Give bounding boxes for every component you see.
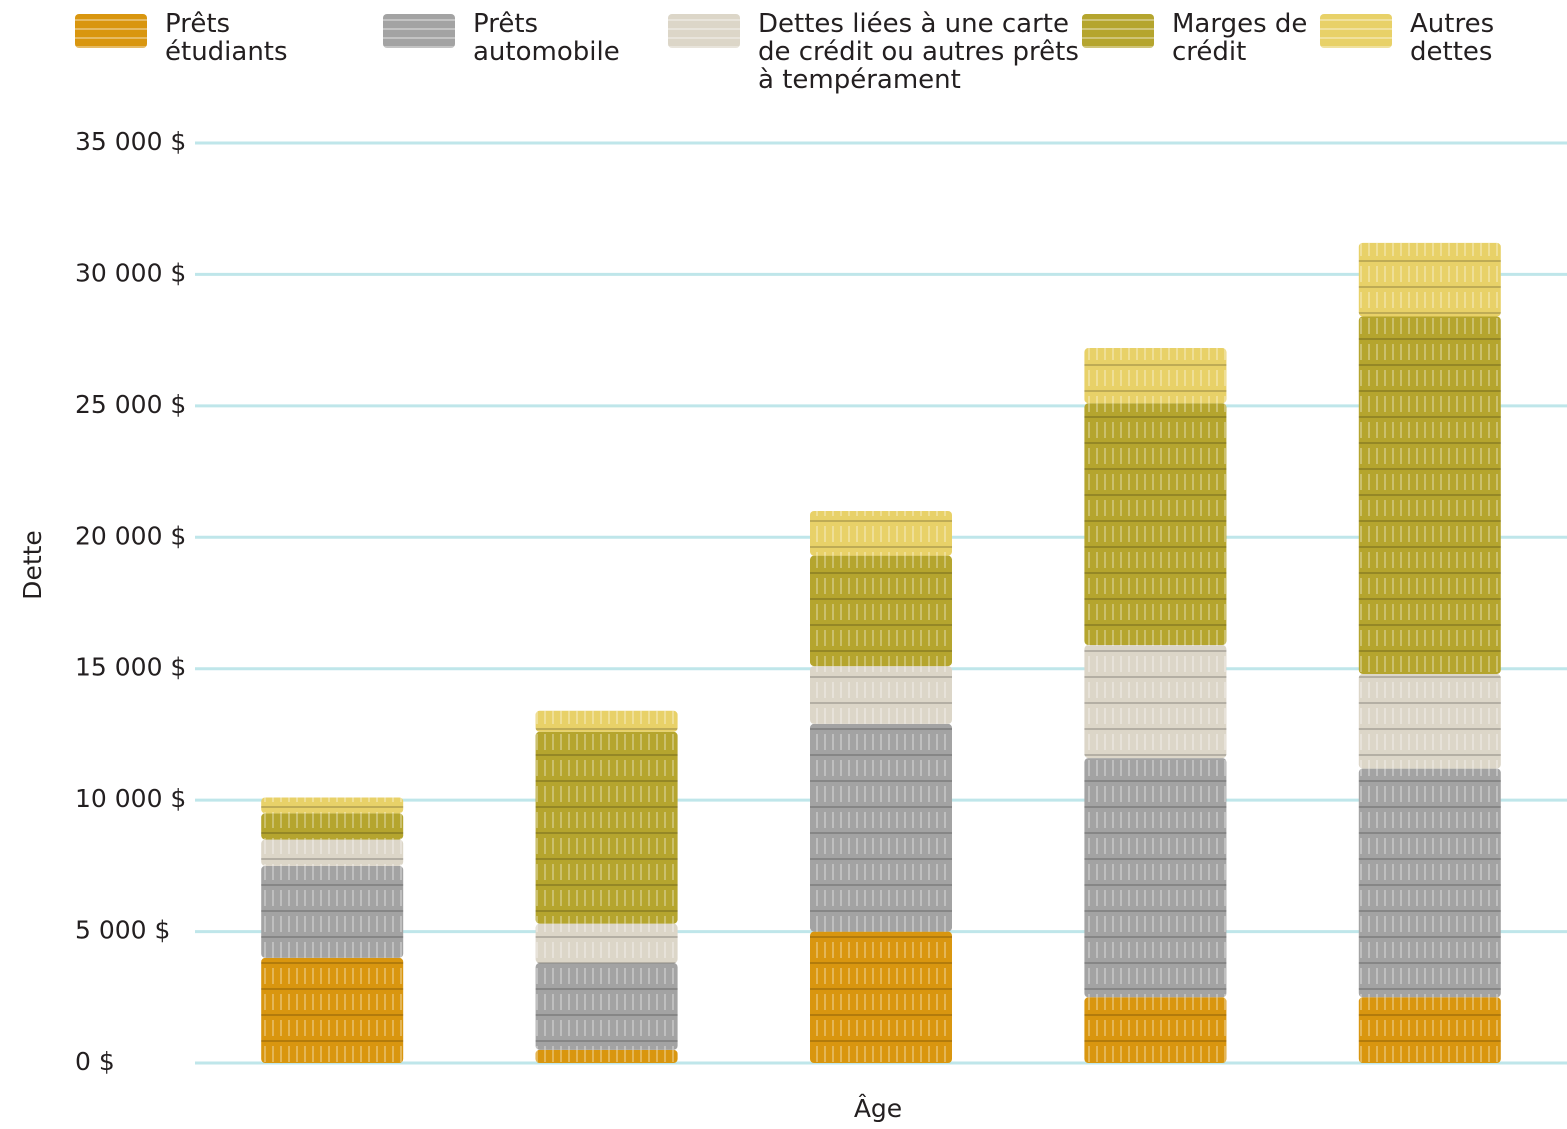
coin-texture (535, 963, 678, 1050)
y-axis-title: Dette (18, 530, 47, 600)
y-tick-label: 5 000 $ (75, 916, 170, 945)
coin-texture (810, 931, 952, 1063)
coin-texture (1084, 403, 1227, 646)
coin-texture (1358, 768, 1501, 998)
legend-item: Marges de crédit (1082, 10, 1312, 66)
legend-swatch (1082, 14, 1154, 48)
y-tick-label: 25 000 $ (75, 390, 186, 419)
coin-texture (1358, 242, 1501, 317)
coin-texture (1084, 758, 1227, 998)
y-tick-label: 10 000 $ (75, 784, 186, 813)
coin-texture (1358, 673, 1501, 769)
legend-swatch (668, 14, 740, 48)
legend-label: Dettes liées à une carte de crédit ou au… (758, 9, 1079, 95)
coin-texture (535, 731, 678, 924)
legend-item: Autres dettes (1320, 10, 1540, 66)
legend-item: Dettes liées à une carte de crédit ou au… (668, 10, 1098, 94)
coin-texture (535, 1049, 678, 1063)
x-axis-title: Âge (854, 1094, 902, 1123)
coin-texture (261, 865, 404, 958)
y-tick-label: 35 000 $ (75, 127, 186, 156)
coin-texture (810, 723, 952, 932)
coin-texture (810, 555, 952, 667)
coin-texture (1084, 348, 1227, 404)
y-tick-label: 0 $ (75, 1047, 115, 1076)
coin-texture (810, 666, 952, 724)
coin-texture (261, 839, 404, 866)
legend-label: Prêts étudiants (165, 9, 288, 67)
coin-texture (535, 710, 678, 732)
coin-texture (1358, 997, 1501, 1063)
coin-texture (1084, 645, 1227, 759)
y-tick-label: 30 000 $ (75, 258, 186, 287)
legend-item: Prêts étudiants (75, 10, 315, 66)
legend-swatch (75, 14, 147, 48)
coin-texture (1358, 316, 1501, 674)
y-tick-label: 15 000 $ (75, 653, 186, 682)
legend-swatch (383, 14, 455, 48)
y-tick-label: 20 000 $ (75, 521, 186, 550)
legend-swatch (1320, 14, 1392, 48)
legend-label: Marges de crédit (1172, 9, 1308, 67)
legend-label: Prêts automobile (473, 9, 620, 67)
coin-texture (535, 923, 678, 964)
coin-texture (261, 797, 404, 814)
legend-label: Autres dettes (1410, 9, 1495, 67)
coin-texture (261, 957, 404, 1063)
coin-texture (1084, 997, 1227, 1063)
legend-item: Prêts automobile (383, 10, 653, 66)
coin-texture (261, 813, 404, 840)
coin-texture (810, 511, 952, 556)
